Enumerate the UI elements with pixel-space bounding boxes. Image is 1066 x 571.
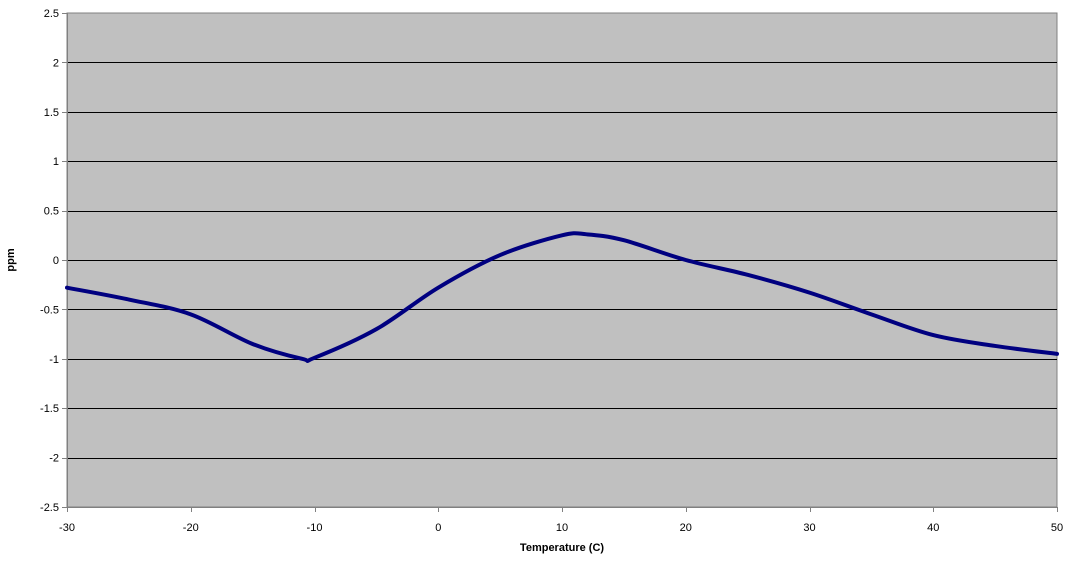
x-tick-label-0: -30	[59, 522, 75, 534]
y-tick-label-8: 1.5	[44, 107, 59, 119]
y-tick-label-6: 0.5	[44, 206, 59, 218]
axes	[62, 13, 1058, 512]
y-tick-label-1: -2	[49, 453, 59, 465]
x-tick-label-4: 10	[556, 522, 568, 534]
x-tick-label-2: -10	[307, 522, 323, 534]
y-tick-labels: -2.5 -2 -1.5 -1 -0.5 0 0.5 1 1.5 2 2.5	[40, 8, 59, 514]
y-tick-label-3: -1	[49, 354, 59, 366]
x-tick-label-8: 50	[1051, 522, 1063, 534]
series-layer	[65, 231, 1059, 364]
gridlines	[67, 62, 1057, 459]
y-tick-label-0: -2.5	[40, 502, 59, 514]
x-tick-label-7: 40	[927, 522, 939, 534]
x-axis-title: Temperature (C)	[520, 542, 604, 554]
x-tick-label-3: 0	[435, 522, 441, 534]
x-tick-label-1: -20	[183, 522, 199, 534]
y-tick-label-4: -0.5	[40, 304, 59, 316]
x-tick-label-5: 20	[680, 522, 692, 534]
x-tick-label-6: 30	[803, 522, 815, 534]
series-line-0	[65, 231, 1059, 364]
x-tick-labels: -30 -20 -10 0 10 20 30 40 50	[59, 522, 1063, 534]
y-tick-label-9: 2	[53, 57, 59, 69]
y-tick-label-7: 1	[53, 156, 59, 168]
y-axis-title: ppm	[5, 248, 17, 271]
y-tick-label-10: 2.5	[44, 8, 59, 20]
y-tick-label-2: -1.5	[40, 403, 59, 415]
y-tick-label-5: 0	[53, 255, 59, 267]
